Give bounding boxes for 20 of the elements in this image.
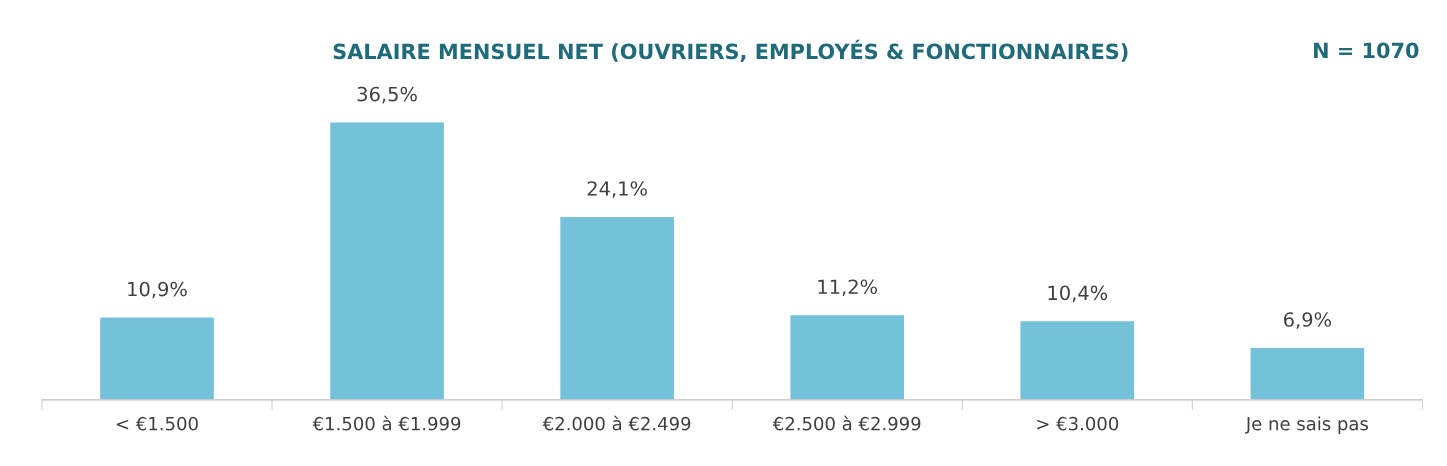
data-label: 36,5% [357,86,417,104]
bar [558,215,676,400]
x-tick-label: > €3.000 [1037,416,1119,431]
bar [1249,346,1366,400]
bar [789,313,906,400]
x-tick-label: €2.500 à €2.999 [772,415,921,431]
bar [328,121,446,400]
data-label: 10,9% [128,281,187,299]
bar [98,316,216,400]
text: N = 1070 [1314,42,1419,59]
data-label: 10,4% [1048,285,1108,303]
data-label: 11,2% [818,279,878,297]
x-tick-label: €2.000 à €2.499 [542,415,691,431]
bar [1019,319,1136,400]
data-label: 6,9% [1284,312,1331,329]
x-tick-label: €1.500 à €1.999 [312,415,461,431]
data-label: 24,1% [587,181,647,198]
x-tick-label: Je ne sais pas [1244,416,1368,434]
chart-title: SALAIRE MENSUEL NET (OUVRIERS, EMPLOYÉS & FONCTIONNAIRES) [333,39,1128,62]
x-tick-label: < €1.500 [116,416,198,431]
